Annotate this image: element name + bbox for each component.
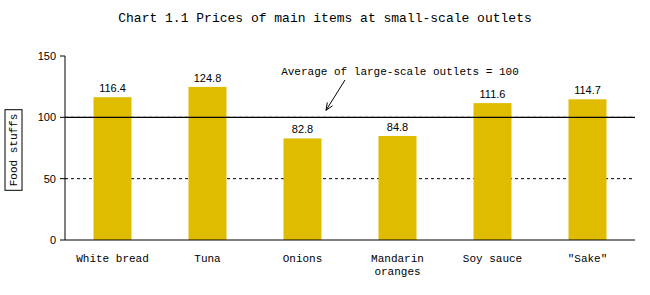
y-label: Food stuffs [8,114,20,187]
y-tick [60,117,65,118]
y-tick [60,240,65,241]
x-tick-label-line: oranges [374,266,420,278]
x-tick-label-line: Onions [283,253,323,265]
x-tick-label-line: White bread [76,253,149,265]
x-tick-label: Mandarinoranges [371,253,424,278]
data-label: 114.7 [574,84,601,96]
bar [379,136,417,240]
bars [94,87,607,240]
chart-container: Chart 1.1 Prices of main items at small-… [0,0,650,295]
y-tick-label: 100 [38,111,56,123]
reference-line [65,117,635,118]
x-tick-label: Soy sauce [463,253,522,265]
x-tick-label-line: Tuna [194,253,221,265]
x-tick-label-line: Soy sauce [463,253,522,265]
y-label-group: Food stuffs [5,110,22,191]
data-label: 124.8 [194,72,222,84]
bar [94,97,132,240]
x-tick-label-line: "Sake" [568,253,608,265]
x-axis [65,240,635,241]
data-label: 84.8 [387,121,408,133]
y-tick [60,178,65,179]
y-tick-label: 150 [38,50,56,62]
y-tick-label: 0 [50,234,56,246]
grid-line [65,117,635,118]
data-label: 82.8 [292,123,313,135]
annotation: Average of large-scale outlets = 100 [281,66,519,78]
bar [569,99,607,240]
grid-line [65,178,635,179]
x-tick-label: White bread [76,253,149,265]
x-tick-label: Onions [283,253,323,265]
x-tick-label-line: Mandarin [371,253,424,265]
data-label: 116.4 [99,82,126,94]
arrow-head [326,102,333,110]
chart-svg: Chart 1.1 Prices of main items at small-… [0,0,650,295]
bar [189,87,227,240]
y-axis [65,56,66,240]
bar [284,138,322,240]
y-label-box [5,110,22,191]
arrow-shaft [326,80,345,110]
x-tick-label: "Sake" [568,253,608,265]
x-tick-label: Tuna [194,253,221,265]
y-tick-label: 50 [44,173,56,185]
data-label: 111.6 [480,88,506,100]
bar [474,103,512,240]
title: Chart 1.1 Prices of main items at small-… [118,11,531,26]
y-tick [60,56,65,57]
